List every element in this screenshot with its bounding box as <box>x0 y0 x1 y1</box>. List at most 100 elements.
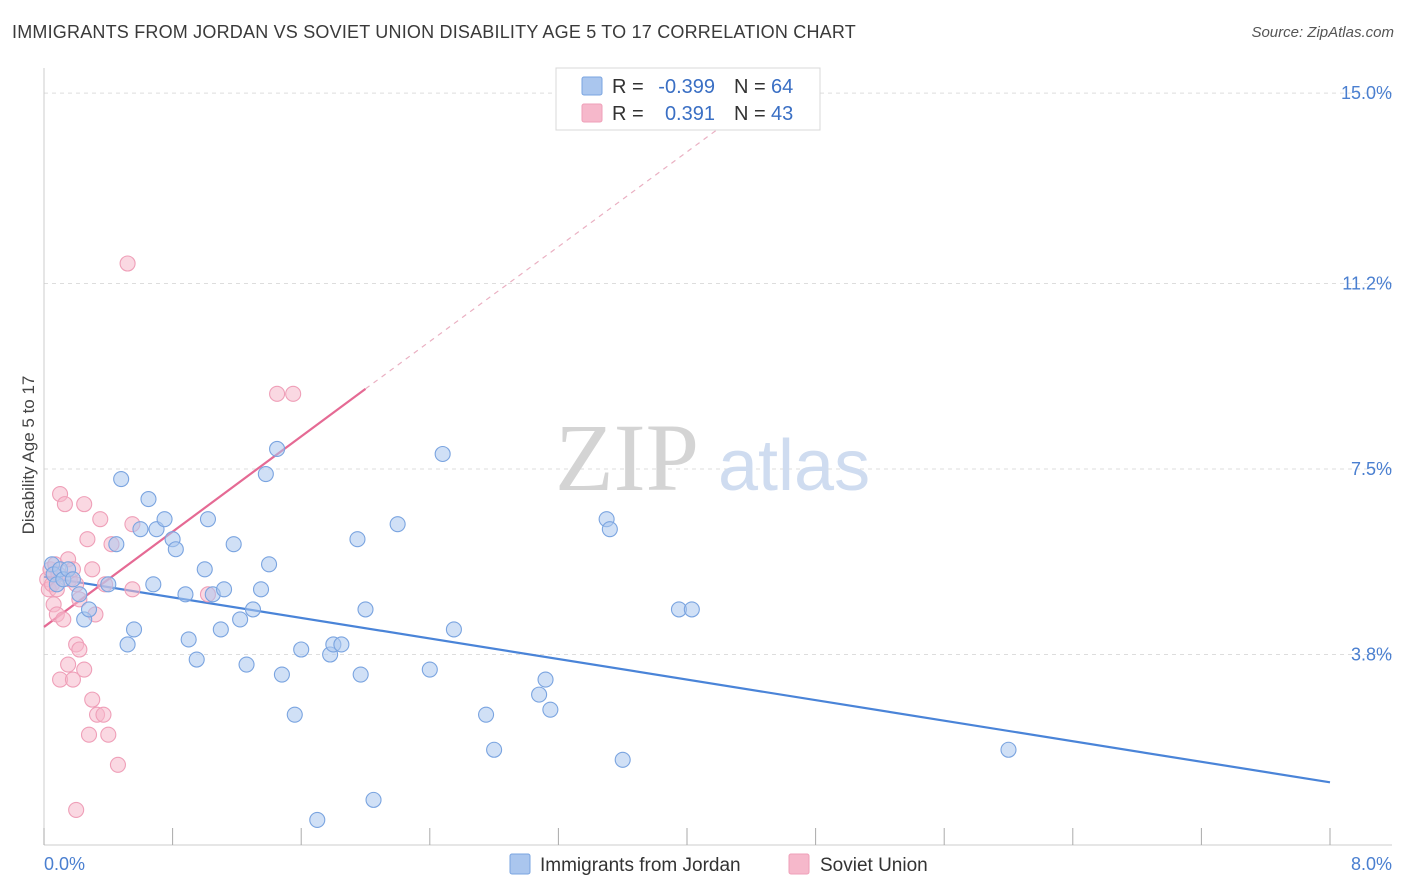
soviet-point <box>119 255 136 272</box>
series-legend: Immigrants from Jordan Soviet Union <box>509 853 928 876</box>
soviet-legend-swatch <box>788 853 810 875</box>
legend-r-value: 0.391 <box>665 103 715 125</box>
legend-n-label: N = <box>734 76 766 98</box>
watermark: ZIP atlas <box>555 404 870 511</box>
jordan-point <box>1000 741 1017 758</box>
legend-r-value: -0.399 <box>658 76 715 98</box>
jordan-point <box>333 636 350 653</box>
soviet-point <box>80 726 98 743</box>
jordan-point <box>125 621 143 638</box>
jordan-point <box>365 791 382 808</box>
jordan-point <box>71 586 88 603</box>
axes: 3.8% 7.5% 11.2% 15.0% 0.0% 8.0% Disability Age… <box>19 68 1392 874</box>
soviet-point <box>95 706 112 723</box>
soviet-point <box>76 496 93 513</box>
soviet-point <box>124 581 141 598</box>
jordan-point <box>486 741 503 758</box>
jordan-point <box>215 581 233 598</box>
watermark-zip: ZIP <box>555 404 699 511</box>
soviet-trend-extension <box>365 127 720 390</box>
soviet-point <box>64 671 81 688</box>
jordan-point <box>80 601 98 618</box>
jordan-point <box>683 601 700 618</box>
jordan-point <box>64 571 81 588</box>
jordan-point <box>537 671 554 688</box>
x-tick-label: 8.0% <box>1351 854 1392 874</box>
soviet-point <box>55 611 72 628</box>
jordan-point <box>232 611 249 628</box>
jordan-point <box>188 651 205 668</box>
jordan-point <box>167 541 184 558</box>
x-tick-label: 0.0% <box>44 854 85 874</box>
chart-title: IMMIGRANTS FROM JORDAN VS SOVIET UNION D… <box>12 22 856 42</box>
legend-r-label: R = <box>612 103 644 125</box>
legend-r-label: R = <box>612 76 644 98</box>
jordan-point <box>286 706 303 723</box>
soviet-point <box>269 385 286 402</box>
jordan-point <box>113 471 130 488</box>
jordan-point <box>389 516 406 533</box>
soviet-point <box>60 656 77 673</box>
jordan-point <box>349 531 366 548</box>
jordan-point <box>542 701 559 718</box>
jordan-point <box>421 661 438 678</box>
soviet-trend-line <box>43 387 367 628</box>
jordan-point <box>445 621 462 638</box>
y-tick-label: 15.0% <box>1341 83 1392 103</box>
source-label: Source: ZipAtlas.com <box>1251 24 1394 41</box>
jordan-point <box>357 601 374 618</box>
jordan-point <box>273 666 290 683</box>
soviet-point <box>71 641 88 658</box>
jordan-point <box>100 576 117 593</box>
jordan-point <box>601 521 618 538</box>
soviet-point <box>56 496 73 513</box>
jordan-point <box>212 621 229 638</box>
jordan-point <box>108 536 125 553</box>
legend-n-value: 64 <box>771 76 793 98</box>
legend-n-label: N = <box>734 103 766 125</box>
jordan-legend-swatch <box>509 853 531 875</box>
soviet-point <box>76 661 93 678</box>
jordan-point <box>177 586 194 603</box>
jordan-legend-label: Immigrants from Jordan <box>540 855 741 876</box>
jordan-point <box>309 811 326 828</box>
jordan-point <box>293 641 310 658</box>
y-axis-label: Disability Age 5 to 17 <box>19 376 38 535</box>
jordan-point <box>119 636 136 653</box>
data-points <box>39 255 1017 828</box>
jordan-point <box>145 576 162 593</box>
jordan-point <box>180 631 197 648</box>
jordan-point <box>269 440 286 458</box>
soviet-point <box>285 385 302 402</box>
y-tick-label: 7.5% <box>1351 459 1392 479</box>
soviet-point <box>79 531 96 548</box>
jordan-point <box>614 751 631 768</box>
soviet-point <box>92 511 109 528</box>
jordan-point <box>260 556 278 573</box>
jordan-point <box>478 706 495 723</box>
soviet-legend-label: Soviet Union <box>820 855 928 876</box>
jordan-point <box>132 521 149 538</box>
legend-n-value: 43 <box>771 103 793 125</box>
jordan-point <box>199 511 217 528</box>
stats-legend: R = -0.399 N = 64 R = 0.391 N = 43 <box>555 67 821 131</box>
jordan-point <box>252 581 270 598</box>
jordan-point <box>352 666 369 683</box>
soviet-point <box>109 756 126 773</box>
jordan-point <box>244 601 262 618</box>
gridlines <box>44 92 1392 656</box>
jordan-point <box>140 491 157 508</box>
watermark-atlas: atlas <box>718 426 870 506</box>
jordan-point <box>257 465 274 483</box>
jordan-point <box>238 656 255 673</box>
y-tick-label: 3.8% <box>1351 645 1392 665</box>
jordan-point <box>196 561 213 578</box>
soviet-point <box>68 801 85 818</box>
soviet-point <box>84 691 101 708</box>
jordan-point <box>156 511 173 528</box>
jordan-point <box>434 445 451 463</box>
jordan-point <box>531 686 548 703</box>
soviet-point <box>100 726 117 743</box>
y-tick-label: 11.2% <box>1342 274 1392 294</box>
